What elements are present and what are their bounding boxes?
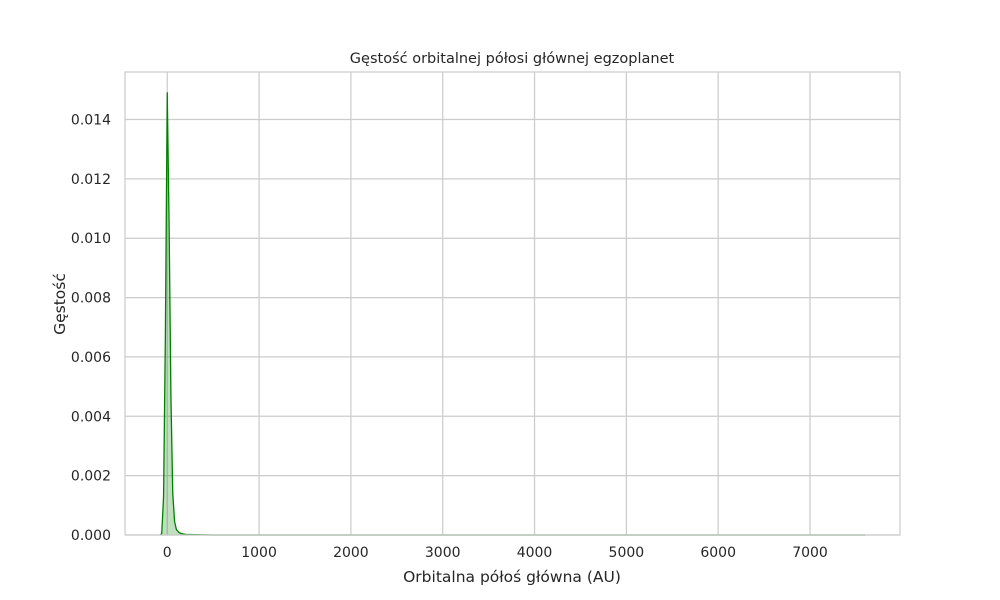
plot-frame xyxy=(124,71,901,536)
tick-labels: 0 1000 2000 3000 4000 5000 6000 7000 0.000 0.002 0… xyxy=(71,112,828,561)
y-tick-label: 0.002 xyxy=(71,469,111,485)
x-tick-label: 5000 xyxy=(609,545,645,561)
plot-area xyxy=(125,72,900,535)
y-tick-label: 0.004 xyxy=(71,409,111,425)
x-tick-label: 4000 xyxy=(517,545,553,561)
x-axis-label: Orbitalna półoś główna (AU) xyxy=(403,568,621,586)
x-tick-label: 6000 xyxy=(700,545,736,561)
y-axis-label: Gęstość xyxy=(51,273,69,335)
y-tick-label: 0.000 xyxy=(71,528,111,544)
x-tick-label: 2000 xyxy=(333,545,369,561)
y-tick-label: 0.014 xyxy=(71,112,111,128)
y-tick-label: 0.012 xyxy=(71,172,111,188)
y-tick-label: 0.006 xyxy=(71,350,111,366)
x-tick-label: 3000 xyxy=(425,545,461,561)
chart-title: Gęstość orbitalnej półosi głównej egzopl… xyxy=(350,51,675,67)
x-tick-label: 0 xyxy=(163,545,172,561)
x-tick-label: 1000 xyxy=(241,545,277,561)
y-tick-label: 0.008 xyxy=(71,291,111,307)
x-tick-label: 7000 xyxy=(792,545,828,561)
y-tick-label: 0.010 xyxy=(71,231,111,247)
